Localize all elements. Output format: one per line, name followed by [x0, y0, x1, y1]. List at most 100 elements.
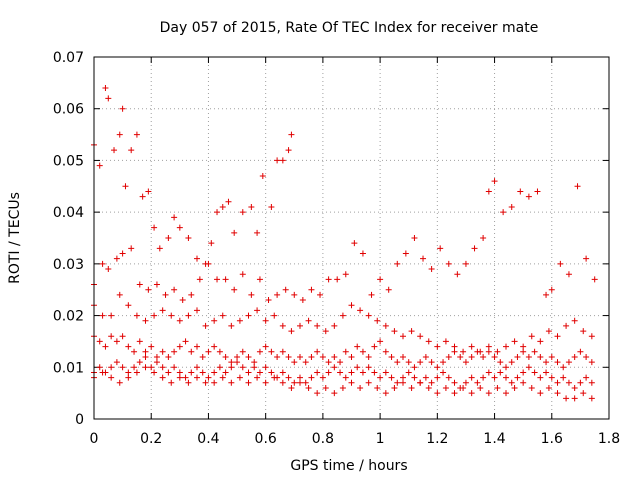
- data-point: [236, 374, 243, 381]
- data-point: [485, 369, 492, 376]
- data-point: [231, 229, 238, 236]
- data-point: [119, 105, 126, 112]
- series-mid-high-satellite: [91, 178, 598, 304]
- data-point: [171, 286, 178, 293]
- data-point: [274, 157, 281, 164]
- data-point: [348, 369, 355, 376]
- data-point: [228, 359, 235, 366]
- data-point: [457, 353, 464, 360]
- data-point: [325, 359, 332, 366]
- data-point: [165, 353, 172, 360]
- data-point: [468, 374, 475, 381]
- data-point: [119, 364, 126, 371]
- data-point: [491, 374, 498, 381]
- data-point: [485, 390, 492, 397]
- data-point: [357, 307, 364, 314]
- data-point: [182, 374, 189, 381]
- data-point: [228, 379, 235, 386]
- data-point: [256, 369, 263, 376]
- data-point: [342, 348, 349, 355]
- data-point: [348, 353, 355, 360]
- data-point: [305, 317, 312, 324]
- data-point: [565, 359, 572, 366]
- data-point: [359, 369, 366, 376]
- data-point: [365, 312, 372, 319]
- data-point: [219, 374, 226, 381]
- data-point: [314, 369, 321, 376]
- data-point: [497, 369, 504, 376]
- data-point: [188, 369, 195, 376]
- data-point: [136, 338, 143, 345]
- data-point: [136, 359, 143, 366]
- data-point: [251, 364, 258, 371]
- data-point: [342, 374, 349, 381]
- data-point: [563, 322, 570, 329]
- data-point: [108, 364, 115, 371]
- data-point: [400, 353, 406, 360]
- data-point: [400, 374, 406, 381]
- data-point: [508, 379, 515, 386]
- data-point: [131, 364, 138, 371]
- data-point: [185, 312, 192, 319]
- data-point: [225, 198, 232, 205]
- data-point: [108, 374, 115, 381]
- data-point: [116, 131, 123, 138]
- data-point: [322, 384, 329, 391]
- data-point: [176, 343, 183, 350]
- data-point: [239, 364, 246, 371]
- data-point: [254, 229, 261, 236]
- data-point: [202, 379, 209, 386]
- data-point: [411, 374, 418, 381]
- data-point: [382, 390, 389, 397]
- data-point: [442, 384, 449, 391]
- data-point: [411, 235, 418, 241]
- data-point: [314, 348, 321, 355]
- data-point: [176, 317, 183, 324]
- data-point: [357, 384, 364, 391]
- data-point: [136, 281, 143, 288]
- data-point: [274, 291, 281, 298]
- data-point: [285, 147, 292, 154]
- data-point: [176, 369, 183, 376]
- data-point: [205, 348, 212, 355]
- data-point: [339, 312, 346, 319]
- data-point: [497, 359, 504, 366]
- data-point: [462, 359, 469, 366]
- data-point: [331, 390, 338, 397]
- data-point: [239, 348, 246, 355]
- data-point: [440, 359, 447, 366]
- y-tick-label: 0.02: [53, 309, 84, 325]
- data-point: [279, 369, 286, 376]
- data-point: [591, 276, 598, 283]
- data-point: [554, 333, 561, 340]
- data-point: [377, 276, 384, 283]
- data-point: [543, 291, 550, 298]
- data-point: [151, 224, 158, 231]
- data-point: [491, 353, 498, 360]
- data-point: [503, 390, 509, 397]
- data-point: [354, 343, 361, 350]
- data-point: [271, 312, 278, 319]
- data-point: [543, 359, 550, 366]
- series-upper-satellite: [91, 85, 295, 267]
- data-point: [214, 209, 221, 216]
- y-tick-label: 0.05: [53, 153, 84, 169]
- data-point: [365, 379, 372, 386]
- data-point: [256, 348, 263, 355]
- data-point: [234, 359, 241, 366]
- data-point: [128, 245, 135, 252]
- data-point: [525, 364, 532, 371]
- data-point: [288, 328, 295, 335]
- data-point: [151, 369, 158, 376]
- data-point: [588, 395, 595, 402]
- data-point: [211, 343, 218, 350]
- data-point: [194, 374, 200, 381]
- data-point: [494, 348, 501, 355]
- axis-ticks: 0 0.2 0.4 0.6 0.8 1 1.2 1.4 1.6 1.8 0 0.01 0.02 0.03 0…: [53, 50, 620, 447]
- data-point: [274, 353, 281, 360]
- data-point: [477, 384, 484, 391]
- data-point: [216, 348, 223, 355]
- data-point: [534, 188, 541, 195]
- data-point: [348, 379, 355, 386]
- data-point: [245, 379, 252, 386]
